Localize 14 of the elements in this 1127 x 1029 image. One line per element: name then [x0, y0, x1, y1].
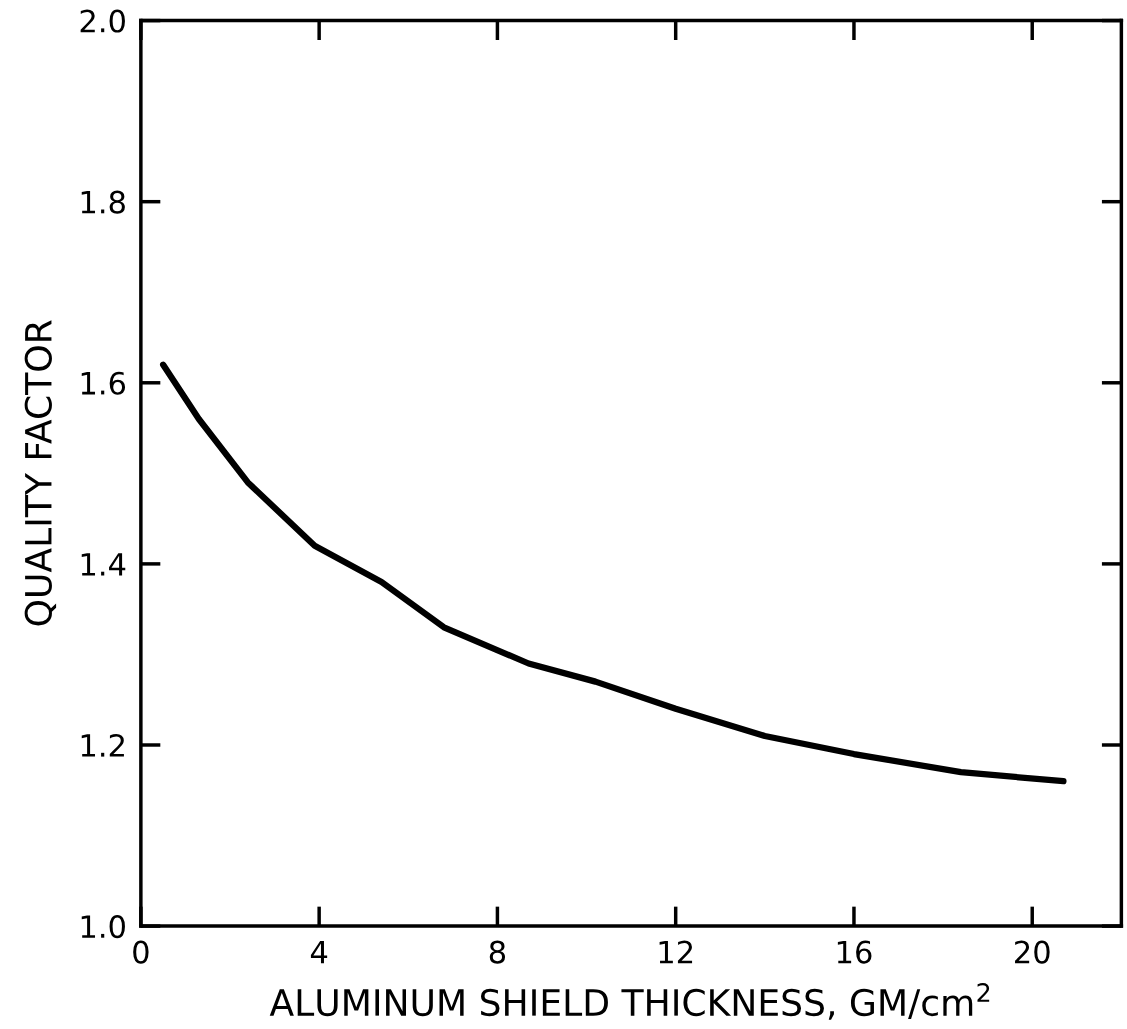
x-axis-title: ALUMINUM SHIELD THICKNESS, GM/cm$^{2}$ — [269, 983, 990, 1020]
y-tick-label: 1.2 — [81, 733, 124, 757]
y-tick-label: 1.6 — [81, 371, 126, 395]
x-tick-label: 12 — [659, 940, 693, 964]
x-tick-label: 8 — [489, 940, 506, 964]
y-tick-label: 1.8 — [81, 190, 125, 214]
y-tick-label: 2.0 — [80, 9, 125, 33]
y-axis-title: QUALITY FACTOR — [24, 320, 57, 626]
x-tick-label: 4 — [310, 940, 328, 964]
x-tick-label: 0 — [133, 940, 149, 964]
y-tick-label: 1.4 — [81, 553, 126, 576]
x-tick-label: 20 — [1015, 940, 1050, 964]
x-tick-label: 16 — [837, 940, 872, 964]
y-tick-label: 1.0 — [81, 915, 125, 939]
